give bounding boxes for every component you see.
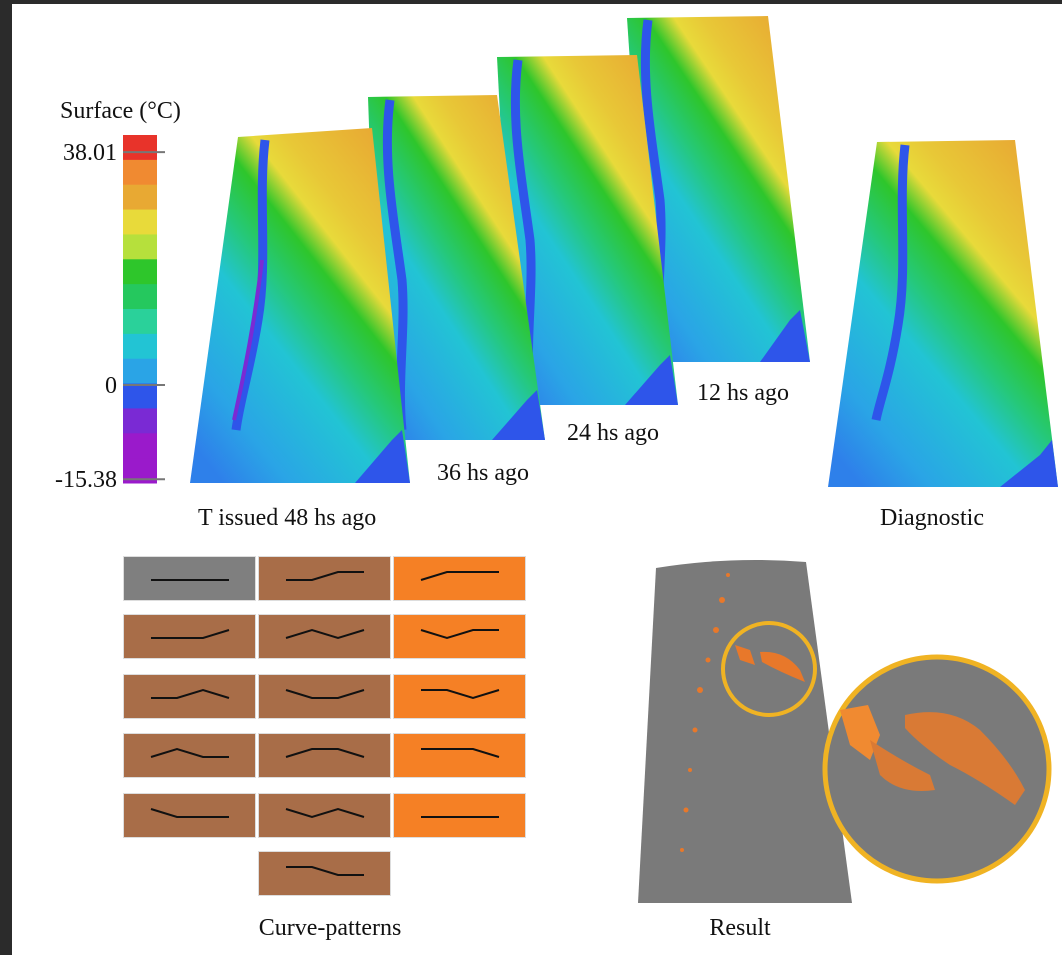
pattern-cell — [124, 557, 255, 600]
pattern-cell — [124, 675, 255, 718]
pattern-cell — [124, 794, 255, 837]
colorbar-segment — [123, 210, 157, 235]
map-label: Diagnostic — [880, 505, 984, 531]
colorbar-segment — [123, 259, 157, 284]
colorbar-segment — [123, 334, 157, 359]
tick-label: 0 — [105, 373, 117, 399]
pattern-cell — [394, 675, 525, 718]
map-label: 24 hs ago — [567, 420, 659, 446]
tick-label: 38.01 — [63, 140, 117, 166]
section-label: Curve-patterns — [259, 915, 402, 941]
pattern-cell — [394, 794, 525, 837]
pattern-cell — [259, 794, 390, 837]
pattern-cell — [124, 615, 255, 658]
pattern-cell — [394, 557, 525, 600]
pattern-cell — [394, 615, 525, 658]
tick-label: -15.38 — [55, 467, 117, 493]
colorbar-segment — [123, 309, 157, 334]
colorbar-segment — [123, 234, 157, 259]
pattern-cell — [124, 734, 255, 777]
colorbar-segment — [123, 433, 157, 458]
section-label: Result — [709, 915, 771, 941]
colorbar-title: Surface (°C) — [60, 98, 181, 124]
figure: 12 hs ago 24 hs ago 36 hs ago T issued 4… — [0, 0, 1062, 955]
colorbar-segment — [123, 135, 157, 160]
pattern-cell — [259, 734, 390, 777]
map-label: T issued 48 hs ago — [198, 505, 376, 531]
colorbar-segment — [123, 408, 157, 433]
pattern-cell — [259, 675, 390, 718]
pattern-cell — [259, 615, 390, 658]
map-label: 36 hs ago — [437, 460, 529, 486]
pattern-cell — [259, 557, 390, 600]
colorbar-segment — [123, 284, 157, 309]
page: {"colorbar": {"title": "Surface (°C)", "… — [0, 0, 1062, 955]
colorbar-segment — [123, 384, 157, 409]
pattern-cell — [259, 852, 390, 895]
colorbar-segment — [123, 185, 157, 210]
colorbar-segment — [123, 359, 157, 384]
map-label: 12 hs ago — [697, 380, 789, 406]
pattern-cell — [394, 734, 525, 777]
colorbar-segment — [123, 160, 157, 185]
